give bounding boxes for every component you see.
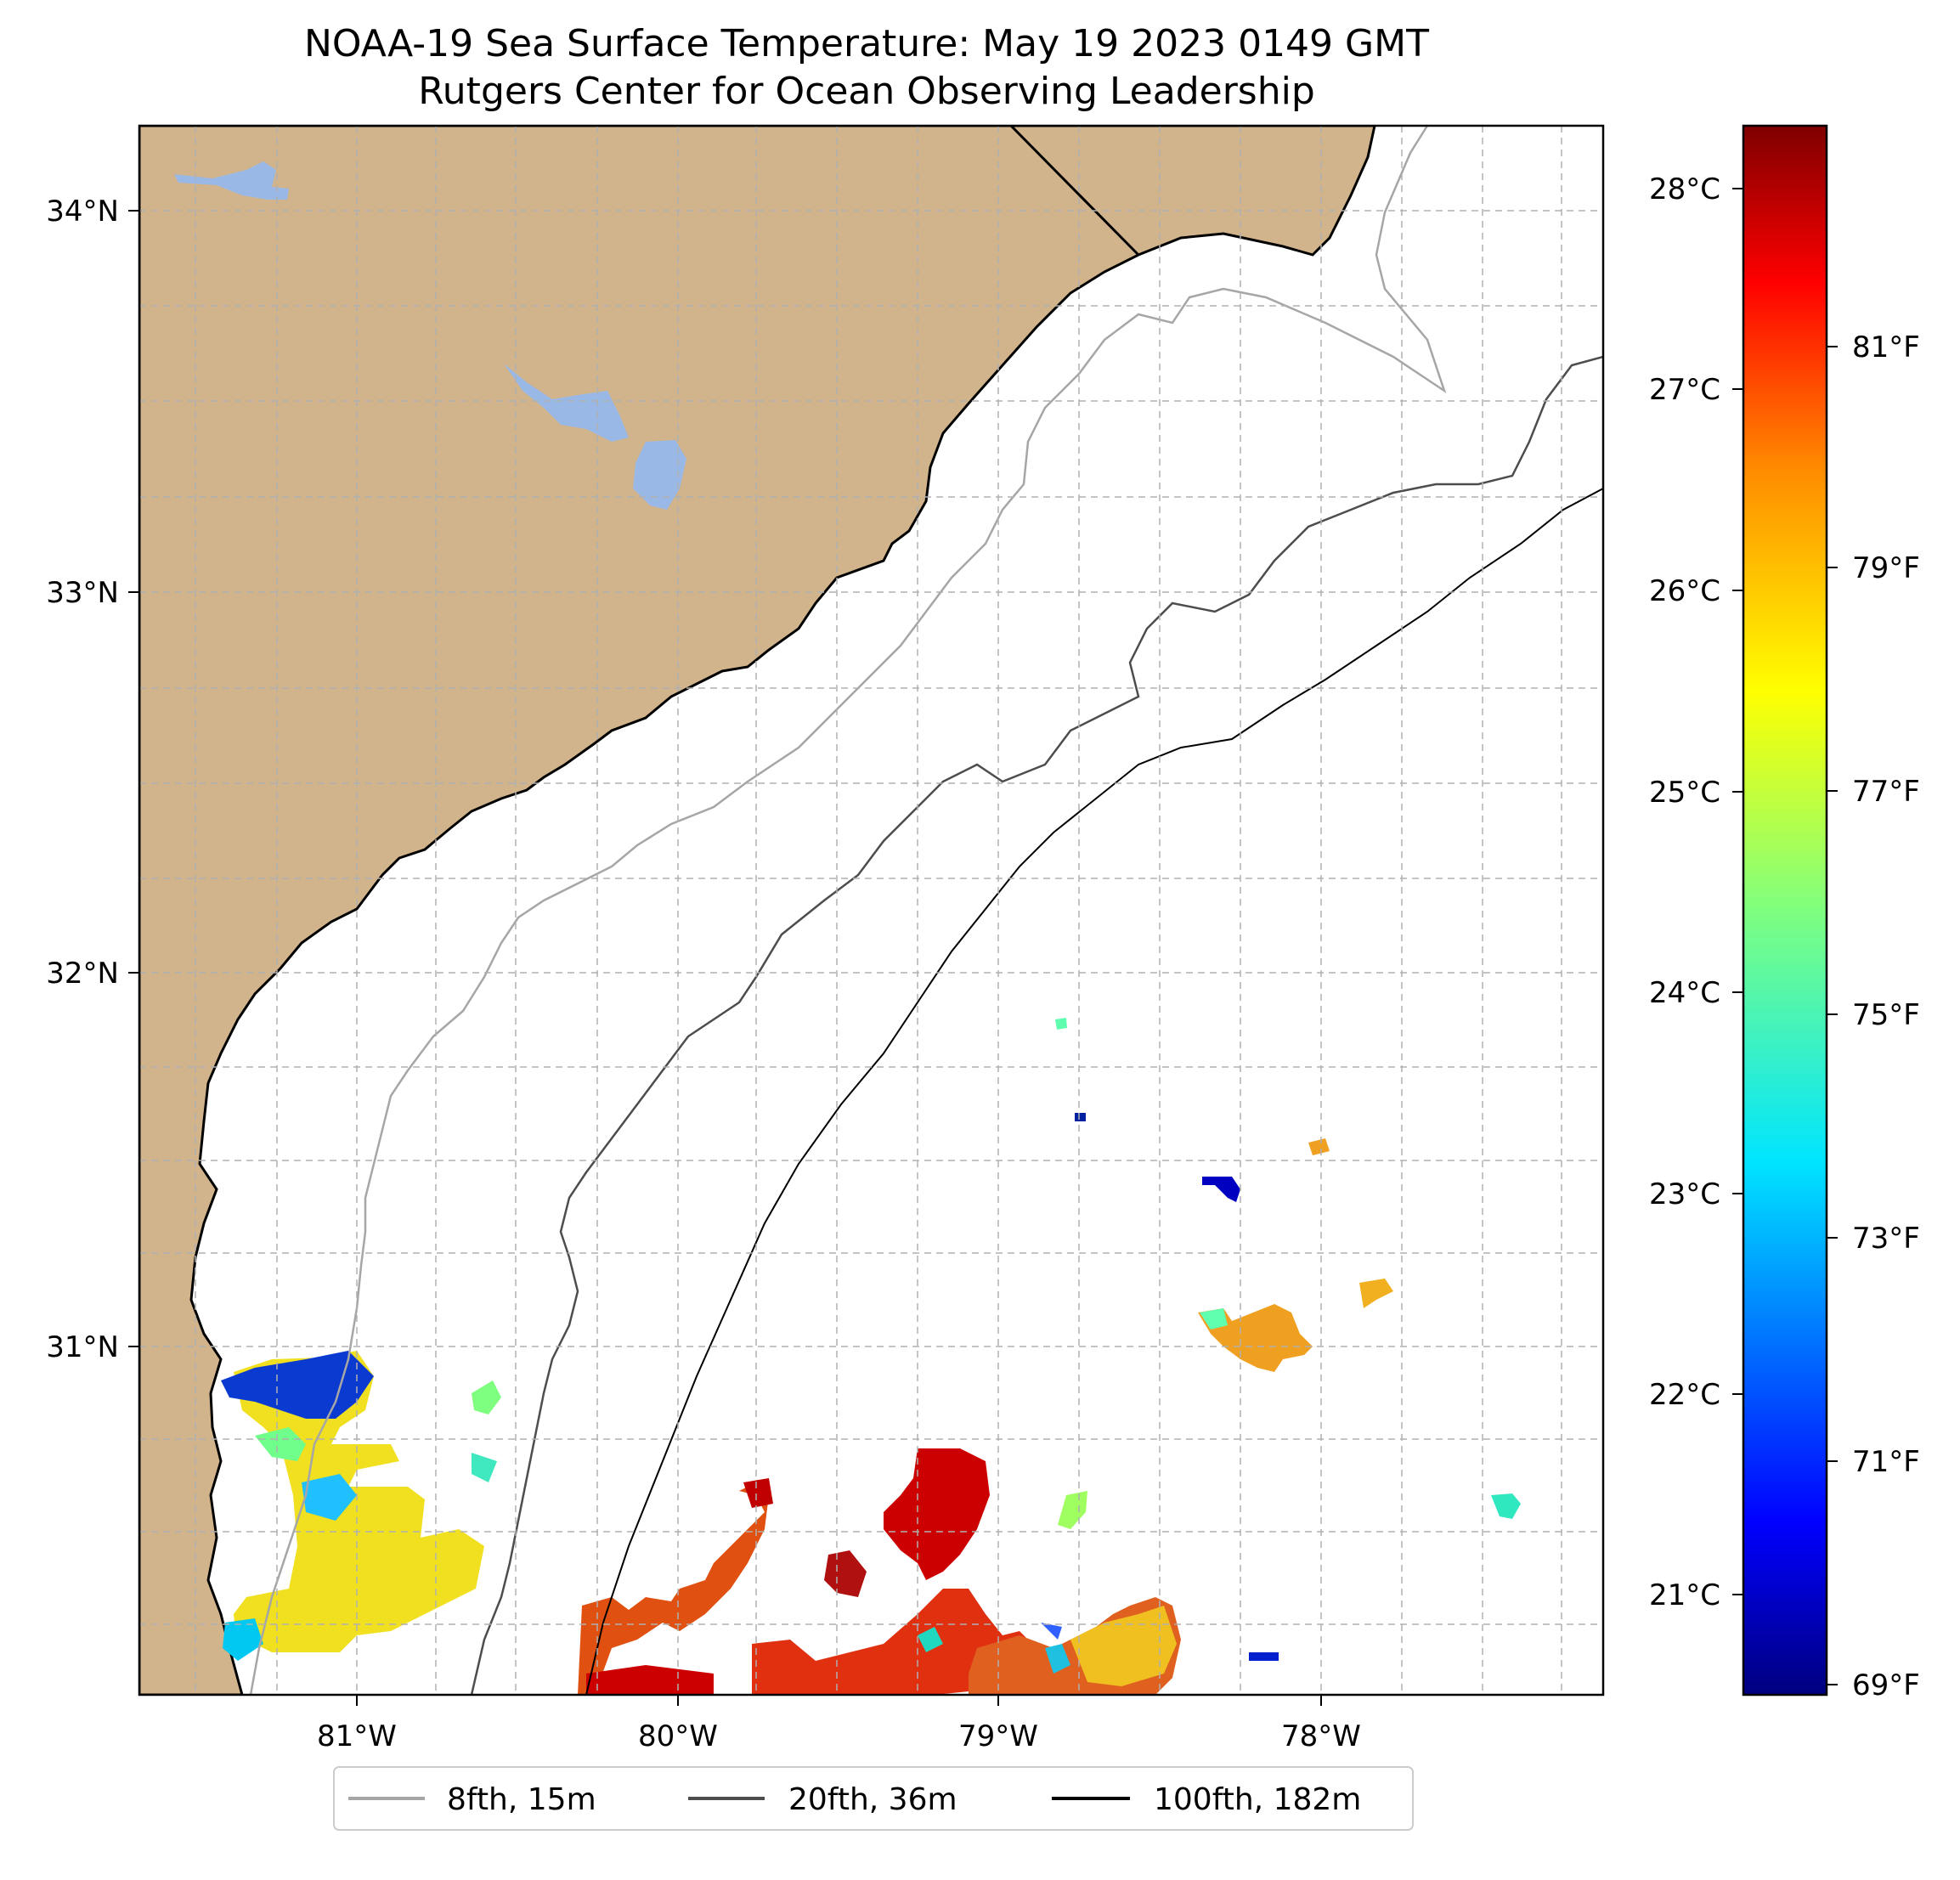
cbar-f-71: 71°F	[1852, 1445, 1920, 1479]
legend-label-182m: 100fth, 182m	[1154, 1782, 1361, 1817]
map-panel	[139, 126, 1603, 1695]
legend-label-15m: 8fth, 15m	[447, 1782, 596, 1817]
cbar-c-22: 22°C	[1649, 1378, 1720, 1412]
lake-marion	[504, 364, 629, 442]
legend: 8fth, 15m 20fth, 36m 100fth, 182m	[333, 1766, 1414, 1831]
lat-label-31n: 31°N	[46, 1330, 119, 1364]
cbar-f-79: 79°F	[1852, 551, 1920, 585]
map-frame	[138, 124, 1605, 1697]
lon-label-80w: 80°W	[638, 1719, 718, 1753]
cbar-f-81: 81°F	[1852, 330, 1920, 364]
cbar-c-26: 26°C	[1649, 574, 1720, 608]
state-border	[1009, 126, 1140, 257]
legend-box	[333, 1766, 1414, 1831]
isobath-182m	[585, 488, 1603, 1695]
sst-data	[221, 1018, 1521, 1695]
cbar-c-21: 21°C	[1649, 1578, 1720, 1612]
lon-label-81w: 81°W	[317, 1719, 397, 1753]
colorbar-gradient	[1742, 124, 1828, 1697]
cbar-c-24: 24°C	[1649, 976, 1720, 1010]
lon-label-79w: 79°W	[958, 1719, 1038, 1753]
cbar-c-28: 28°C	[1649, 172, 1720, 206]
y-axis: 34°N 33°N 32°N 31°N	[46, 195, 139, 1364]
isobath-36m	[470, 355, 1603, 1695]
lon-label-78w: 78°W	[1281, 1719, 1361, 1753]
cbar-c-27: 27°C	[1649, 373, 1720, 407]
isobath-15m	[249, 126, 1447, 1695]
gridlines	[139, 126, 1603, 1695]
cbar-f-69: 69°F	[1852, 1668, 1920, 1702]
legend-label-36m: 20fth, 36m	[788, 1782, 957, 1817]
lake-moultrie	[633, 440, 686, 510]
cbar-f-73: 73°F	[1852, 1222, 1920, 1256]
title-line-1: NOAA-19 Sea Surface Temperature: May 19 …	[304, 22, 1429, 65]
lat-label-33n: 33°N	[46, 576, 119, 610]
lat-label-32n: 32°N	[46, 957, 119, 991]
lake-north	[174, 161, 289, 200]
title-line-2: Rutgers Center for Ocean Observing Leade…	[418, 70, 1315, 113]
cbar-c-25: 25°C	[1649, 776, 1720, 810]
cbar-f-75: 75°F	[1852, 998, 1920, 1032]
cbar-c-23: 23°C	[1649, 1177, 1720, 1211]
x-axis: 81°W 80°W 79°W 78°W	[317, 1695, 1361, 1753]
cbar-f-77: 77°F	[1852, 775, 1920, 809]
lat-label-34n: 34°N	[46, 195, 119, 229]
colorbar: 28°C 27°C 26°C 25°C 24°C 23°C 22°C 21°C …	[1649, 124, 1920, 1702]
